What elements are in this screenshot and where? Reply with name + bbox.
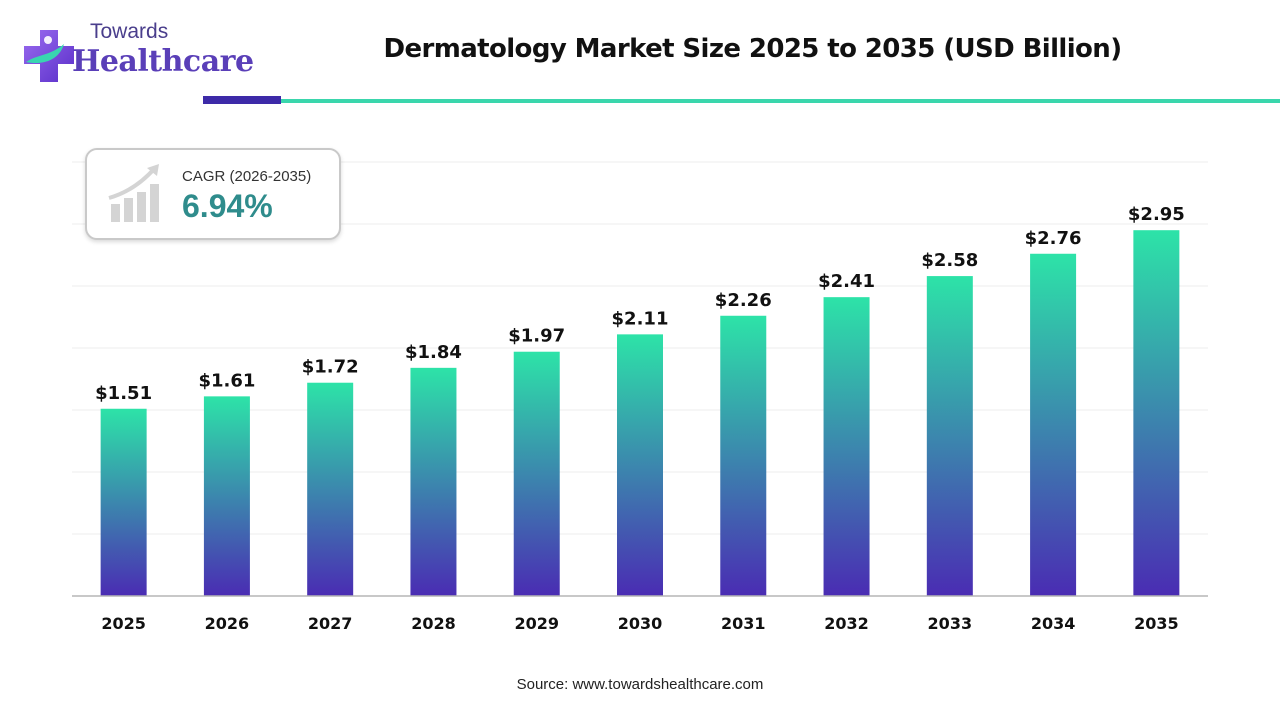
x-tick-2027: 2027 xyxy=(308,614,353,633)
x-tick-2031: 2031 xyxy=(721,614,766,633)
cagr-value: 6.94% xyxy=(182,188,273,225)
value-label-2029: $1.97 xyxy=(508,326,565,347)
x-tick-2033: 2033 xyxy=(928,614,973,633)
x-tick-2035: 2035 xyxy=(1134,614,1179,633)
value-label-2034: $2.76 xyxy=(1025,228,1082,249)
value-label-2027: $1.72 xyxy=(302,357,359,378)
x-tick-2034: 2034 xyxy=(1031,614,1076,633)
growth-chart-icon xyxy=(105,160,169,226)
cagr-callout: CAGR (2026-2035) 6.94% xyxy=(85,148,341,240)
x-tick-2028: 2028 xyxy=(411,614,456,633)
x-tick-2029: 2029 xyxy=(514,614,559,633)
value-label-2033: $2.58 xyxy=(921,250,978,271)
value-label-2026: $1.61 xyxy=(198,370,255,391)
value-label-2025: $1.51 xyxy=(95,383,152,404)
bar-2029 xyxy=(514,352,560,596)
cagr-label: CAGR (2026-2035) xyxy=(182,168,311,185)
bar-2032 xyxy=(824,297,870,596)
bar-2033 xyxy=(927,276,973,596)
x-tick-2032: 2032 xyxy=(824,614,869,633)
value-label-2035: $2.95 xyxy=(1128,204,1185,225)
bar-2035 xyxy=(1133,230,1179,596)
bar-2030 xyxy=(617,334,663,596)
x-tick-labels: 2025 2026 2027 2028 2029 2030 2031 2032 2033 2034… xyxy=(101,614,1178,633)
x-tick-2025: 2025 xyxy=(101,614,146,633)
bars xyxy=(101,230,1180,596)
value-label-2031: $2.26 xyxy=(715,290,772,311)
value-label-2028: $1.84 xyxy=(405,342,462,363)
value-label-2032: $2.41 xyxy=(818,271,875,292)
value-label-2030: $2.11 xyxy=(612,308,669,329)
source-note: Source: www.towardshealthcare.com xyxy=(0,676,1280,693)
bar-2026 xyxy=(204,396,250,596)
x-tick-2030: 2030 xyxy=(618,614,663,633)
bar-2034 xyxy=(1030,254,1076,596)
bar-2028 xyxy=(410,368,456,596)
bar-2027 xyxy=(307,383,353,596)
bar-2031 xyxy=(720,316,766,596)
bar-2025 xyxy=(101,409,147,596)
x-tick-2026: 2026 xyxy=(205,614,250,633)
